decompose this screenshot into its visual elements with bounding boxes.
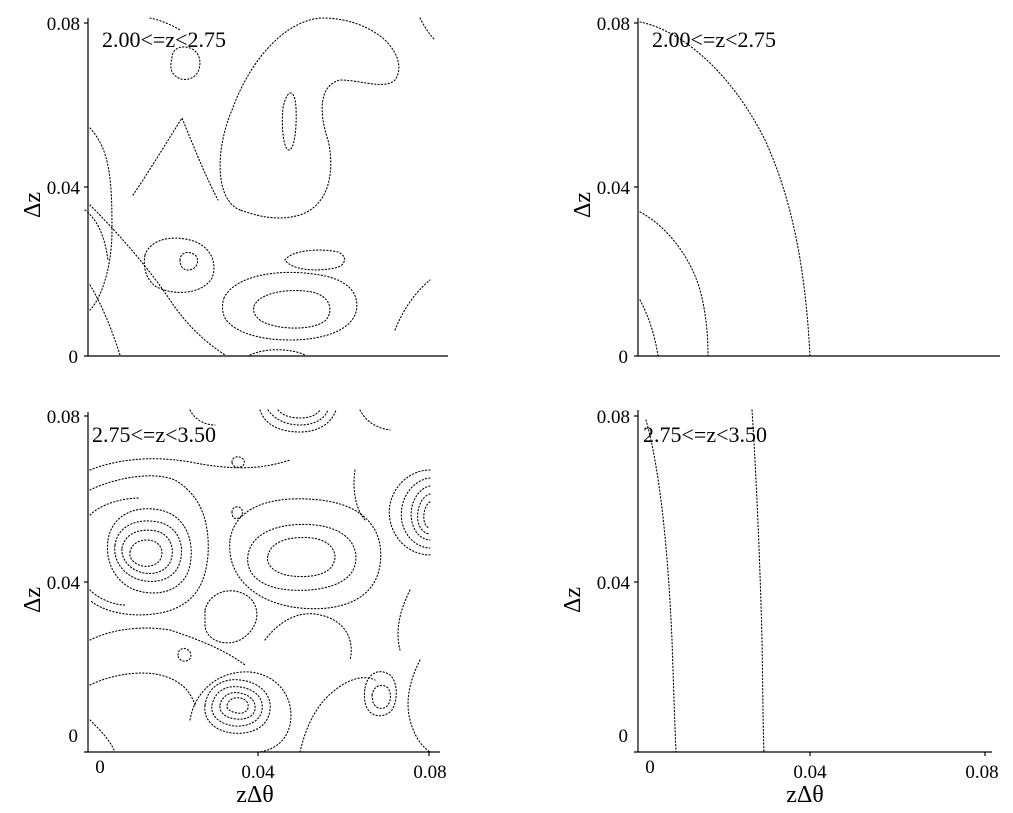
contours-top-right: [639, 21, 811, 357]
x-axis-title: zΔθ: [236, 782, 274, 808]
contours-bottom-right: [645, 409, 765, 753]
ytick-label: 0.04: [47, 178, 81, 199]
panel-bottom-right: 0.08 0.04 0 0 0.04 0.08 2.75<=z<3.50 Δz …: [560, 407, 999, 808]
ytick-label: 0.08: [597, 407, 630, 428]
ytick-label: 0: [619, 726, 629, 747]
ytick-label: 0.04: [47, 573, 81, 594]
ytick-label: 0.08: [47, 407, 80, 428]
panel-top-left: 0.08 0.04 0 2.00<=z<2.75 Δz: [20, 14, 448, 368]
ytick-label: 0.04: [597, 178, 631, 199]
y-axis-title: Δz: [570, 192, 596, 218]
y-axis-title: Δz: [560, 587, 586, 613]
panel-annotation: 2.75<=z<3.50: [643, 422, 767, 447]
ytick-label: 0.08: [47, 14, 80, 35]
xtick-label: 0: [645, 757, 655, 778]
panel-annotation: 2.75<=z<3.50: [92, 422, 216, 447]
ytick-label: 0: [69, 726, 79, 747]
contours-top-left: [84, 17, 436, 356]
x-axis-title: zΔθ: [786, 782, 824, 808]
xtick-label: 0.08: [413, 762, 446, 783]
ytick-label: 0.08: [597, 14, 630, 35]
panel-annotation: 2.00<=z<2.75: [102, 27, 226, 52]
y-axis-title: Δz: [20, 192, 46, 218]
ytick-label: 0: [619, 347, 629, 368]
ytick-label: 0: [69, 347, 79, 368]
xtick-label: 0.04: [241, 762, 275, 783]
xtick-label: 0.04: [793, 762, 827, 783]
contours-bottom-left: [89, 409, 431, 753]
y-axis-title: Δz: [20, 587, 46, 613]
panel-top-right: 0.08 0.04 0 2.00<=z<2.75 Δz: [570, 14, 1000, 368]
panel-bottom-left: 0.08 0.04 0 0 0.04 0.08 2.75<=z<3.50 Δz …: [20, 407, 447, 808]
xtick-label: 0: [95, 757, 105, 778]
panel-annotation: 2.00<=z<2.75: [652, 27, 776, 52]
xtick-label: 0.08: [965, 762, 998, 783]
ytick-label: 0.04: [597, 573, 631, 594]
